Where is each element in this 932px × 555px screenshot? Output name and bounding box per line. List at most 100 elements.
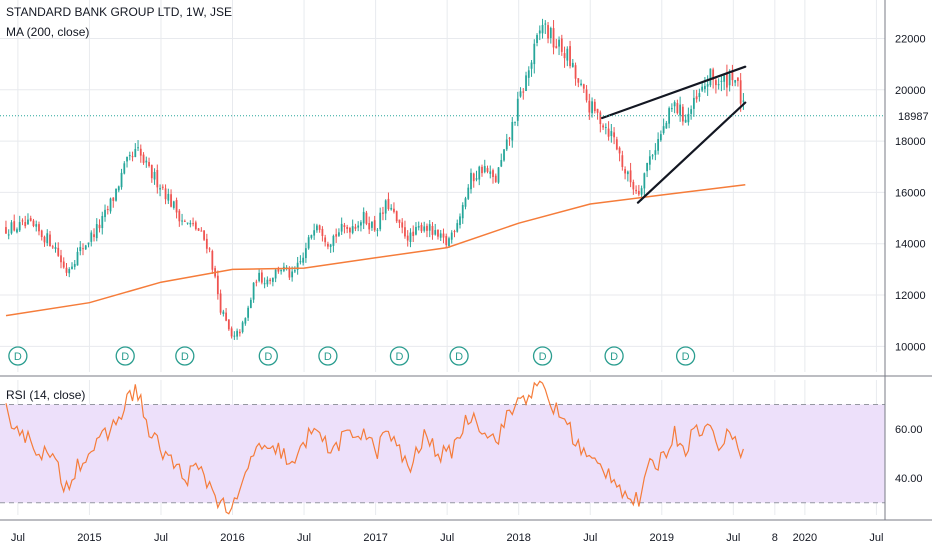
candle-body (602, 125, 604, 128)
candle-body (7, 234, 10, 236)
dividend-marker[interactable]: D (389, 346, 410, 366)
dividend-marker[interactable]: D (604, 346, 624, 366)
candle-body (637, 190, 640, 195)
candle-body (338, 232, 340, 236)
dividend-marker[interactable]: D (175, 346, 195, 366)
candle-body (260, 272, 263, 283)
candle (428, 220, 431, 238)
time-tick-label: 2019 (650, 532, 674, 544)
candle (340, 217, 343, 235)
candle-body (310, 235, 313, 238)
candle (148, 157, 150, 168)
candle-body (329, 244, 332, 247)
candle-body (139, 148, 142, 156)
candle-body (613, 132, 615, 138)
candle (376, 227, 379, 237)
dividend-marker[interactable]: D (115, 346, 135, 366)
candle (200, 227, 203, 232)
candle (68, 267, 71, 278)
candle-body (382, 212, 384, 214)
candle-body (98, 224, 101, 229)
candle (395, 210, 398, 224)
candle (420, 222, 423, 233)
candle-body (156, 169, 159, 188)
candle (192, 217, 194, 227)
candle (329, 243, 332, 253)
candle-body (161, 186, 164, 188)
candle (497, 167, 500, 184)
candle (252, 282, 255, 303)
candle-body (225, 312, 227, 321)
dividend-marker[interactable]: D (318, 346, 338, 366)
rsi-axis[interactable]: 40.00 60.00 (895, 424, 923, 485)
candle-body (109, 198, 112, 212)
candle (574, 62, 577, 86)
candle-body (51, 246, 54, 248)
candle (439, 229, 442, 241)
candle (332, 234, 335, 253)
candlestick-series[interactable] (5, 18, 745, 340)
candle (481, 164, 483, 177)
candle-body (90, 232, 93, 242)
candle-body (365, 212, 368, 224)
candle (87, 242, 90, 248)
candle (13, 214, 16, 232)
candle-body (423, 226, 426, 231)
candle (723, 73, 726, 91)
candle-body (27, 219, 29, 225)
candle (225, 308, 227, 322)
candle-body (500, 160, 503, 167)
candle-body (610, 131, 613, 137)
candle-body (54, 247, 57, 249)
legend-symbol-title[interactable]: STANDARD BANK GROUP LTD, 1W, JSE (6, 5, 233, 19)
candle (701, 82, 704, 93)
candle-body (514, 121, 516, 123)
dividend-marker-circle (175, 346, 195, 366)
candle-body (112, 197, 115, 201)
candle (373, 215, 376, 232)
time-tick-label: 2017 (363, 532, 387, 544)
candle-body (560, 38, 563, 52)
candle (238, 329, 241, 337)
candle (591, 97, 593, 118)
candle-body (120, 172, 123, 188)
candle-body (470, 172, 472, 190)
trendlines[interactable] (601, 65, 747, 204)
candle-body (216, 275, 219, 295)
candle-body (703, 85, 706, 90)
candle-body (24, 222, 27, 227)
dividend-marker[interactable]: D (532, 346, 553, 366)
candle-body (654, 150, 657, 155)
candle-body (84, 245, 87, 250)
candle (128, 151, 131, 161)
candle-body (71, 266, 73, 270)
candle-body (73, 263, 76, 267)
dividend-marker[interactable]: D (8, 346, 28, 366)
candle-body (467, 187, 470, 199)
candle-body (563, 53, 566, 59)
candle-body (307, 237, 310, 249)
price-axis[interactable]: 10000 12000 14000 16000 18000 20000 22000 18987 (887, 33, 931, 353)
dividend-marker[interactable]: D (449, 346, 469, 366)
legend-ma[interactable]: MA (200, close) (6, 25, 90, 39)
candle-body (731, 72, 734, 81)
candle-body (318, 225, 321, 230)
candle (351, 219, 354, 235)
candle-body (588, 100, 591, 113)
time-tick-label: 2015 (77, 532, 101, 544)
dividend-marker[interactable]: D (675, 346, 696, 366)
time-axis[interactable]: Jul 2015 Jul 2016 Jul 2017 Jul 2018 Jul 2019 Jul 8 2… (11, 532, 884, 544)
legend-rsi[interactable]: RSI (14, close) (6, 388, 86, 402)
candle-body (706, 84, 709, 87)
candle (709, 68, 712, 88)
dividend-marker[interactable]: D (258, 346, 278, 366)
candle (145, 156, 148, 168)
candle-body (357, 225, 360, 228)
candle-body (175, 200, 178, 213)
candle (54, 242, 57, 253)
price-tick-label: 10000 (895, 341, 926, 353)
candle-body (530, 62, 533, 69)
